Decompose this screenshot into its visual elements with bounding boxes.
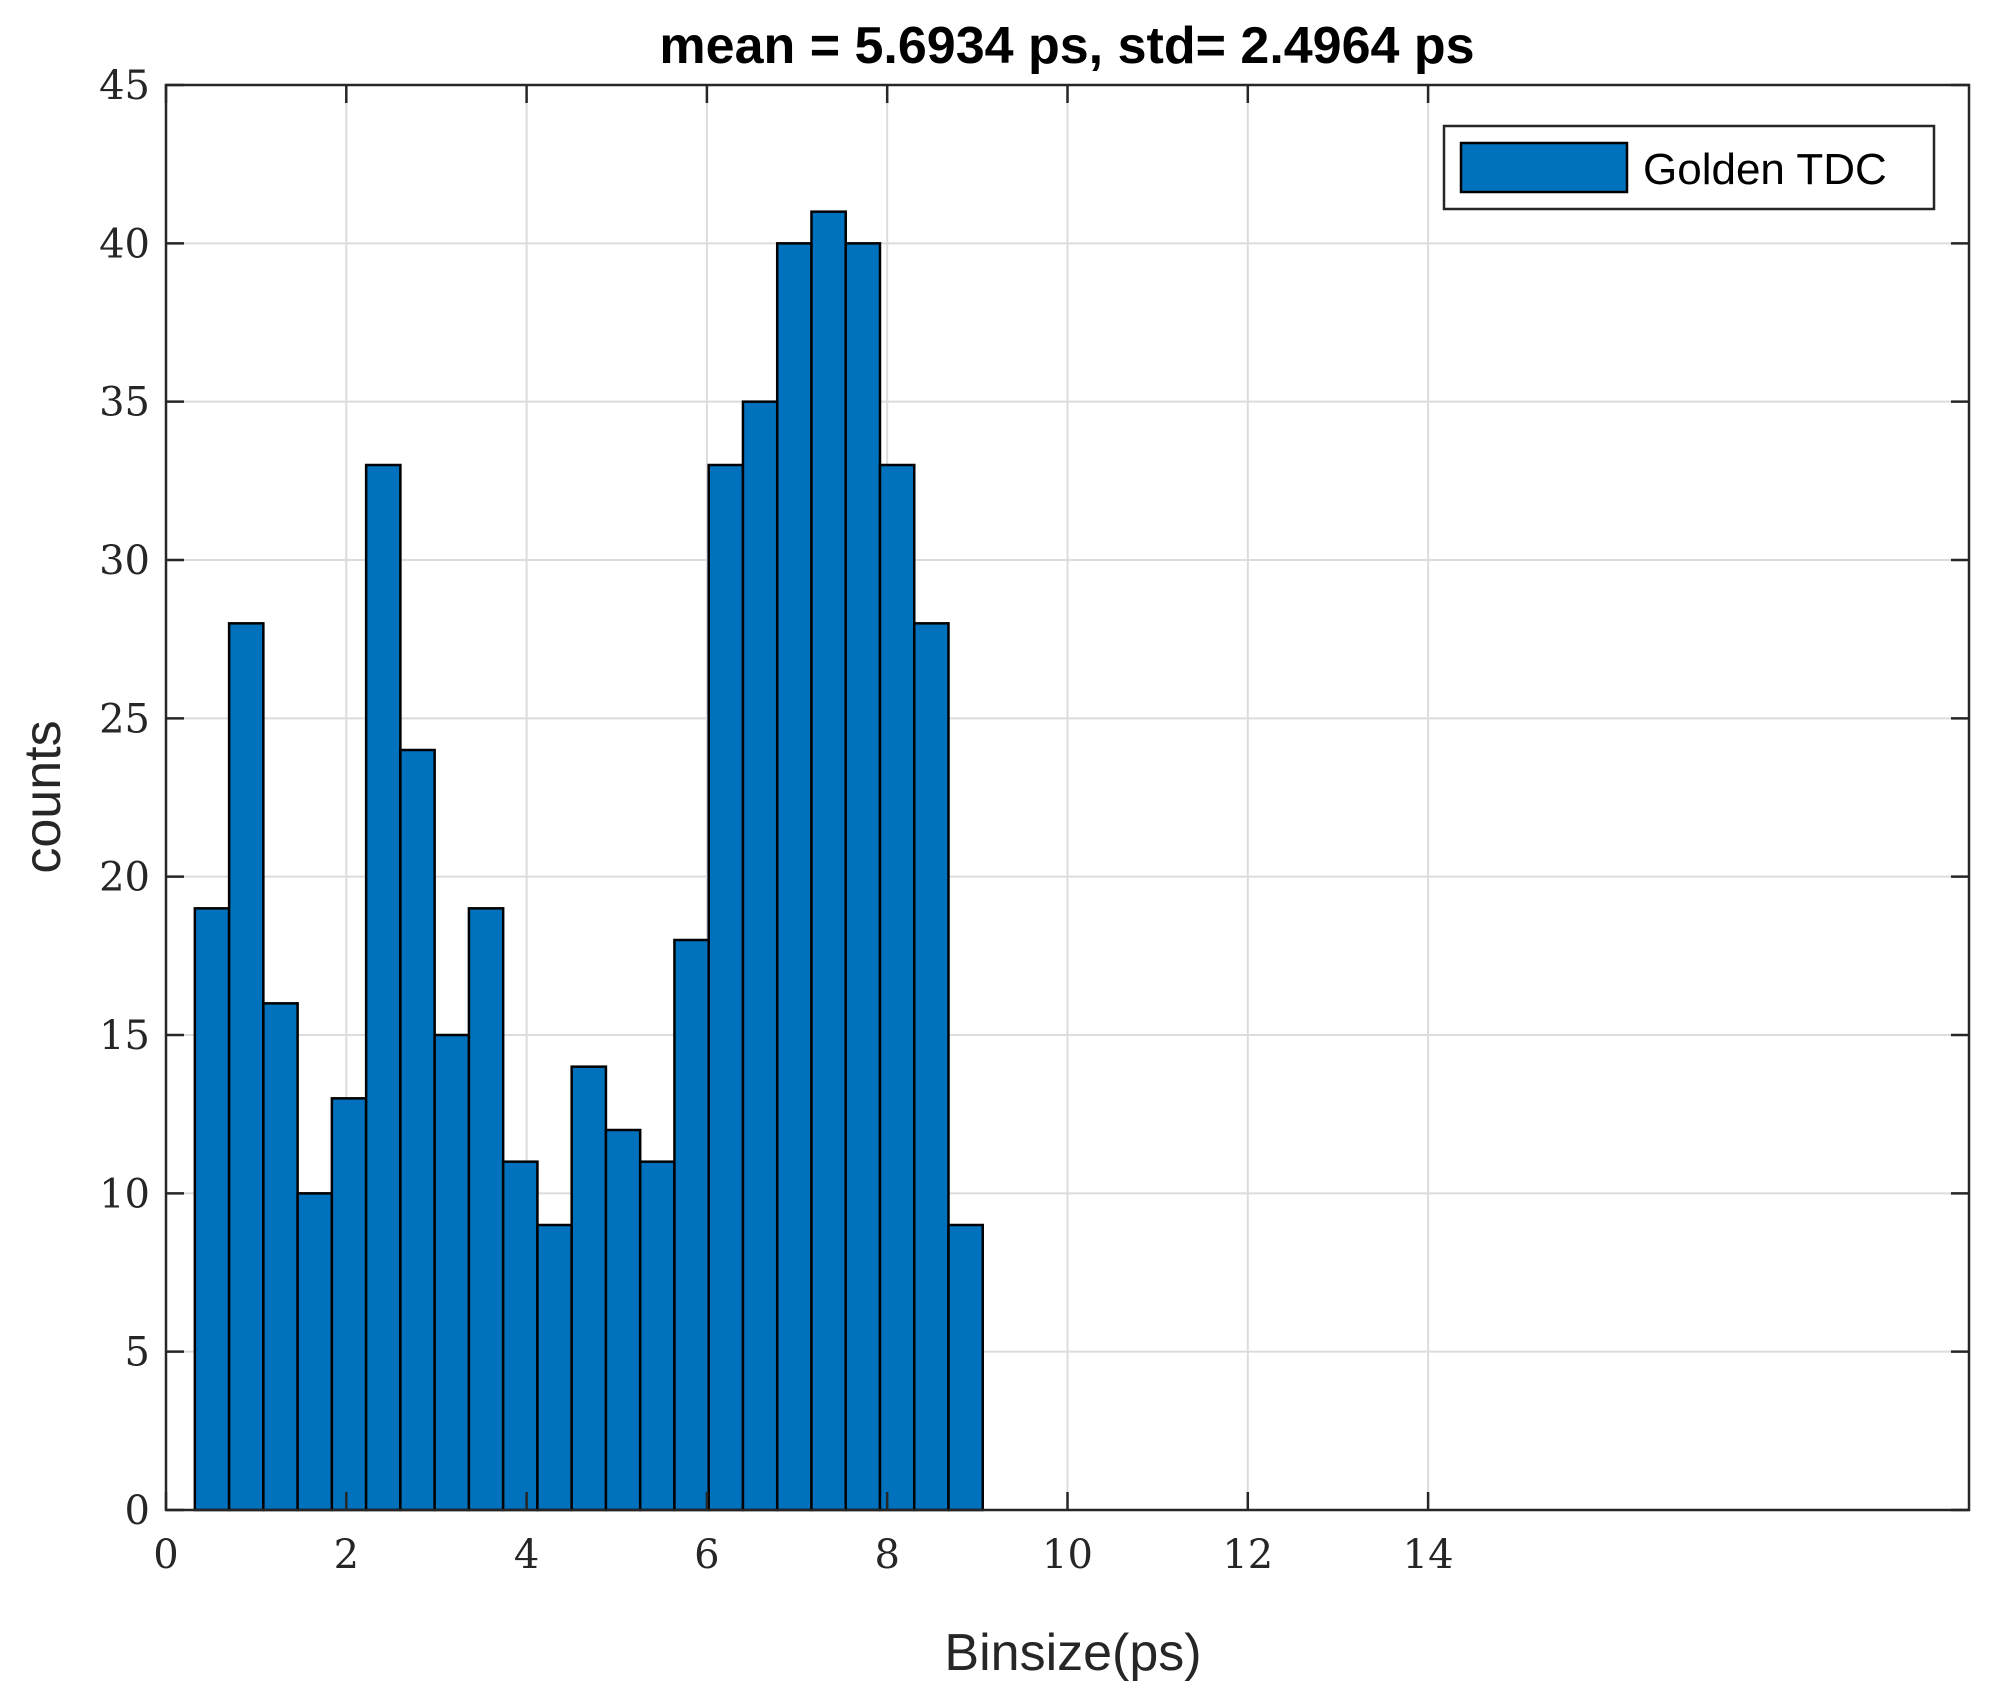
x-tick-labels: 0 2 4 6 8 10 12 14 bbox=[153, 1532, 1453, 1578]
chart-title: mean = 5.6934 ps, std= 2.4964 ps bbox=[659, 17, 1474, 75]
x-tick-label: 14 bbox=[1403, 1532, 1454, 1578]
histogram-bar bbox=[262, 1002, 299, 1512]
x-tick-label: 6 bbox=[694, 1532, 719, 1578]
histogram-bar bbox=[912, 622, 950, 1512]
y-tick-label: 25 bbox=[99, 696, 150, 742]
histogram-bar bbox=[227, 622, 265, 1512]
histogram-bar bbox=[810, 210, 847, 1512]
axis-ticks bbox=[164, 83, 1969, 1512]
histogram-bar bbox=[844, 242, 882, 1512]
y-tick-label: 30 bbox=[99, 538, 150, 584]
x-tick-label: 10 bbox=[1042, 1532, 1093, 1578]
histogram-bar bbox=[364, 463, 402, 1512]
x-tick-label: 4 bbox=[514, 1532, 539, 1578]
histogram-bar bbox=[741, 400, 779, 1512]
legend-swatch bbox=[1459, 141, 1629, 194]
y-axis-label: counts bbox=[14, 720, 72, 873]
histogram-bar bbox=[707, 463, 745, 1512]
histogram-bar bbox=[604, 1128, 642, 1512]
histogram-bar bbox=[570, 1065, 608, 1512]
histogram-bar bbox=[330, 1097, 368, 1512]
histogram-bars bbox=[193, 210, 985, 1512]
y-tick-label: 35 bbox=[99, 380, 150, 426]
y-tick-label: 45 bbox=[99, 63, 150, 109]
y-tick-label: 15 bbox=[99, 1013, 150, 1059]
x-tick-label: 0 bbox=[153, 1532, 178, 1578]
legend-entry-golden-tdc: Golden TDC bbox=[1643, 145, 1887, 194]
legend: Golden TDC bbox=[1442, 124, 1936, 211]
x-tick-label: 12 bbox=[1222, 1532, 1273, 1578]
histogram-bar bbox=[467, 907, 505, 1512]
x-tick-label: 2 bbox=[334, 1532, 359, 1578]
histogram-bar bbox=[536, 1223, 573, 1512]
histogram-bar bbox=[878, 463, 916, 1512]
histogram-bar bbox=[399, 748, 436, 1512]
histogram-bar bbox=[638, 1160, 676, 1512]
histogram-bar bbox=[433, 1033, 471, 1512]
histogram-bar bbox=[296, 1192, 334, 1512]
histogram-bar bbox=[673, 938, 710, 1512]
x-axis-label: Binsize(ps) bbox=[944, 1624, 1201, 1682]
y-tick-label: 5 bbox=[125, 1330, 150, 1376]
x-tick-label: 8 bbox=[874, 1532, 899, 1578]
y-tick-label: 0 bbox=[125, 1488, 150, 1534]
histogram-bar bbox=[775, 242, 813, 1512]
y-tick-label: 40 bbox=[99, 221, 150, 267]
y-tick-label: 20 bbox=[99, 855, 150, 901]
histogram-bar bbox=[501, 1160, 539, 1512]
histogram-bar bbox=[947, 1223, 985, 1512]
y-tick-label: 10 bbox=[99, 1171, 150, 1217]
histogram-bar bbox=[193, 907, 231, 1512]
y-tick-labels: 0 5 10 15 20 25 30 35 40 45 bbox=[99, 63, 150, 1534]
